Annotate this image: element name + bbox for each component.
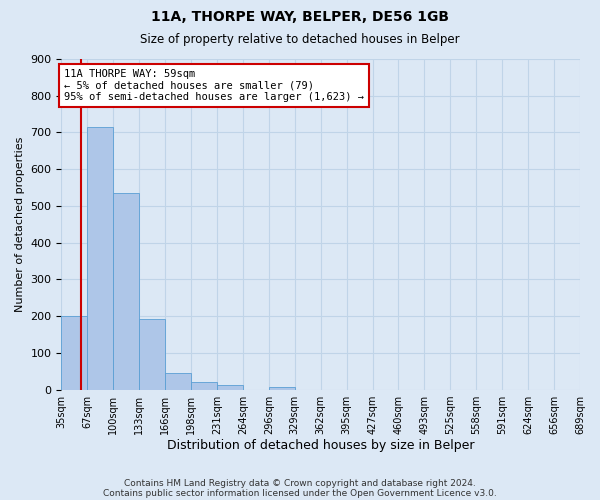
Bar bbox=[217, 385, 243, 390]
Text: Contains HM Land Registry data © Crown copyright and database right 2024.: Contains HM Land Registry data © Crown c… bbox=[124, 478, 476, 488]
Bar bbox=[165, 372, 191, 390]
Y-axis label: Number of detached properties: Number of detached properties bbox=[15, 136, 25, 312]
Text: 11A, THORPE WAY, BELPER, DE56 1GB: 11A, THORPE WAY, BELPER, DE56 1GB bbox=[151, 10, 449, 24]
Bar bbox=[113, 192, 139, 390]
Text: Contains public sector information licensed under the Open Government Licence v3: Contains public sector information licen… bbox=[103, 488, 497, 498]
Text: 11A THORPE WAY: 59sqm
← 5% of detached houses are smaller (79)
95% of semi-detac: 11A THORPE WAY: 59sqm ← 5% of detached h… bbox=[64, 69, 364, 102]
Bar bbox=[191, 382, 217, 390]
Bar bbox=[61, 316, 88, 390]
X-axis label: Distribution of detached houses by size in Belper: Distribution of detached houses by size … bbox=[167, 440, 475, 452]
Text: Size of property relative to detached houses in Belper: Size of property relative to detached ho… bbox=[140, 32, 460, 46]
Bar bbox=[88, 128, 113, 390]
Bar bbox=[139, 318, 165, 390]
Bar bbox=[269, 386, 295, 390]
